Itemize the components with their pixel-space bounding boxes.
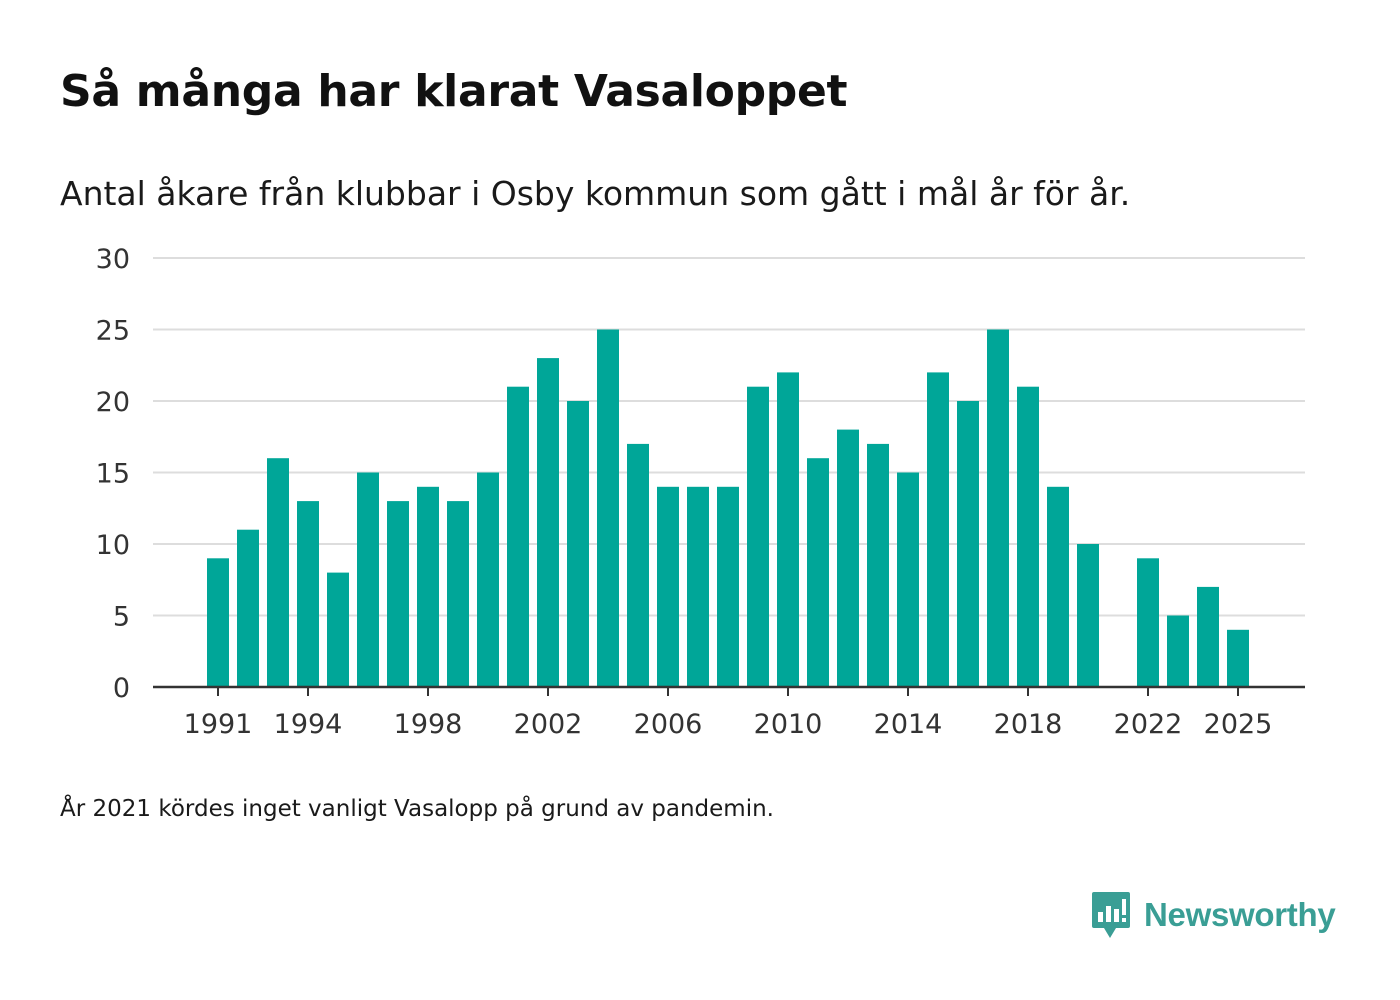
bar-2024 (1197, 586, 1219, 687)
bar-2023 (1167, 615, 1189, 687)
bar-2008 (717, 486, 739, 687)
x-tick-label: 2010 (754, 709, 823, 740)
y-tick-label: 20 (96, 387, 130, 418)
bar-2014 (897, 472, 919, 687)
x-tick-label: 2022 (1114, 709, 1183, 740)
y-tick-label: 10 (96, 530, 130, 561)
bar-2022 (1137, 558, 1159, 687)
bar-2015 (927, 372, 949, 687)
y-tick-label: 25 (96, 316, 130, 347)
y-tick-label: 15 (96, 459, 130, 490)
newsworthy-logo-icon (1092, 892, 1130, 938)
bar-1992 (237, 529, 259, 687)
bar-2020 (1077, 544, 1099, 687)
bar-2001 (507, 386, 529, 687)
bar-2007 (687, 486, 709, 687)
bar-2017 (987, 329, 1009, 687)
bar-2011 (807, 458, 829, 687)
x-tick-label: 1994 (274, 709, 343, 740)
x-tick-label: 1998 (394, 709, 463, 740)
x-tick-label: 2002 (514, 709, 583, 740)
bar-1994 (297, 501, 319, 687)
bar-1999 (447, 501, 469, 687)
bar-2003 (567, 401, 589, 687)
bar-2000 (477, 472, 499, 687)
y-tick-label: 0 (113, 673, 130, 704)
x-tick-label: 2018 (994, 709, 1063, 740)
bar-1996 (357, 472, 379, 687)
x-tick-label: 2006 (634, 709, 703, 740)
y-tick-label: 5 (113, 602, 130, 633)
bar-2006 (657, 486, 679, 687)
bar-1998 (417, 486, 439, 687)
y-tick-label: 30 (96, 244, 130, 275)
bar-1993 (267, 458, 289, 687)
bars (207, 329, 1249, 687)
bar-2004 (597, 329, 619, 687)
bar-2019 (1047, 486, 1069, 687)
bar-2009 (747, 386, 769, 687)
bar-2016 (957, 401, 979, 687)
chart-subtitle: Antal åkare från klubbar i Osby kommun s… (60, 174, 1131, 213)
bar-2002 (537, 358, 559, 687)
x-tick-label: 2025 (1204, 709, 1273, 740)
bar-2018 (1017, 386, 1039, 687)
chart-title: Så många har klarat Vasaloppet (60, 66, 848, 117)
bar-1991 (207, 558, 229, 687)
bar-2012 (837, 429, 859, 687)
bar-1997 (387, 501, 409, 687)
brand-logo: Newsworthy (1090, 890, 1336, 940)
x-tick-label: 1991 (184, 709, 253, 740)
bar-2005 (627, 443, 649, 687)
x-tick-label: 2014 (874, 709, 943, 740)
bar-1995 (327, 572, 349, 687)
brand-name: Newsworthy (1144, 896, 1336, 933)
bar-2025 (1227, 629, 1249, 687)
bar-2013 (867, 443, 889, 687)
footnote: År 2021 kördes inget vanligt Vasalopp på… (60, 796, 774, 822)
bar-2010 (777, 372, 799, 687)
